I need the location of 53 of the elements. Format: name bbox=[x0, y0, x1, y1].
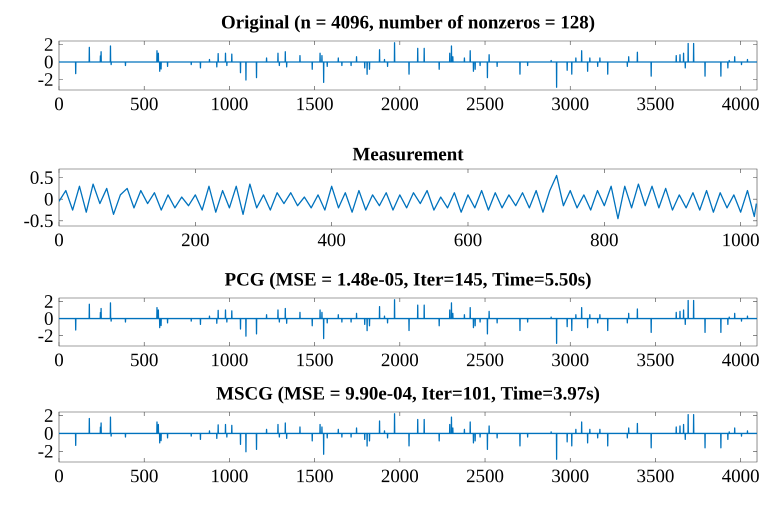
x-tick-label: 200 bbox=[182, 234, 209, 246]
x-tick-label: 2500 bbox=[466, 470, 504, 482]
x-tick-label: 500 bbox=[131, 98, 158, 110]
x-tick-label: 3000 bbox=[552, 98, 588, 110]
y-tick-label: 0 bbox=[44, 312, 53, 325]
x-tick-label: 0 bbox=[54, 354, 63, 366]
x-tick-label: 1000 bbox=[723, 234, 759, 246]
x-tick-label: 3000 bbox=[552, 470, 588, 482]
x-tick-label: 2000 bbox=[382, 354, 418, 366]
y-tick-label: 2 bbox=[44, 295, 52, 308]
x-tick-label: 3500 bbox=[637, 354, 674, 366]
y-tick-label: 2 bbox=[44, 38, 52, 51]
y-tick-label: -2 bbox=[38, 445, 52, 458]
chart-title: MSCG (MSE = 9.90e-04, Iter=101, Time=3.97s) bbox=[216, 386, 600, 404]
x-tick-label: 3000 bbox=[552, 354, 588, 366]
y-tick-label: -0.5 bbox=[24, 214, 53, 228]
x-tick-label: 0 bbox=[54, 470, 63, 482]
x-tick-label: 0 bbox=[54, 98, 63, 110]
y-tick-label: 0 bbox=[44, 56, 53, 68]
chart-title: Measurement bbox=[352, 148, 464, 161]
x-tick-label: 1500 bbox=[297, 470, 333, 482]
x-tick-label: 3500 bbox=[637, 470, 674, 482]
line-series bbox=[59, 299, 758, 344]
x-tick-label: 500 bbox=[131, 470, 158, 482]
y-tick-label: 0.5 bbox=[30, 171, 53, 184]
x-tick-label: 1000 bbox=[212, 470, 248, 482]
chart-title: PCG (MSE = 1.48e-05, Iter=145, Time=5.50s) bbox=[224, 272, 591, 290]
y-tick-label: -2 bbox=[38, 73, 52, 86]
y-tick-label: 2 bbox=[44, 409, 52, 422]
y-tick-label: 0 bbox=[44, 427, 53, 440]
x-tick-label: 3500 bbox=[637, 98, 674, 110]
y-tick-label: 0 bbox=[44, 192, 53, 206]
x-tick-label: 2500 bbox=[466, 354, 504, 366]
x-tick-label: 400 bbox=[318, 234, 346, 246]
x-tick-label: 2500 bbox=[466, 98, 504, 110]
x-tick-label: 4000 bbox=[722, 470, 759, 482]
line-series bbox=[59, 42, 758, 88]
x-tick-label: 0 bbox=[54, 234, 63, 246]
x-tick-label: 800 bbox=[590, 234, 618, 246]
chart-title: Original (n = 4096, number of nonzeros = 128) bbox=[222, 15, 594, 32]
x-tick-label: 2000 bbox=[382, 470, 418, 482]
x-tick-label: 1500 bbox=[297, 98, 333, 110]
x-tick-label: 1000 bbox=[212, 98, 248, 110]
x-tick-label: 4000 bbox=[722, 354, 759, 366]
line-series bbox=[59, 174, 757, 220]
y-tick-label: -2 bbox=[38, 329, 52, 342]
x-tick-label: 600 bbox=[454, 234, 482, 246]
x-tick-label: 500 bbox=[131, 354, 158, 366]
x-tick-label: 1000 bbox=[212, 354, 248, 366]
x-tick-label: 2000 bbox=[382, 98, 418, 110]
x-tick-label: 1500 bbox=[297, 354, 333, 366]
x-tick-label: 4000 bbox=[722, 98, 759, 110]
line-series bbox=[59, 413, 758, 460]
